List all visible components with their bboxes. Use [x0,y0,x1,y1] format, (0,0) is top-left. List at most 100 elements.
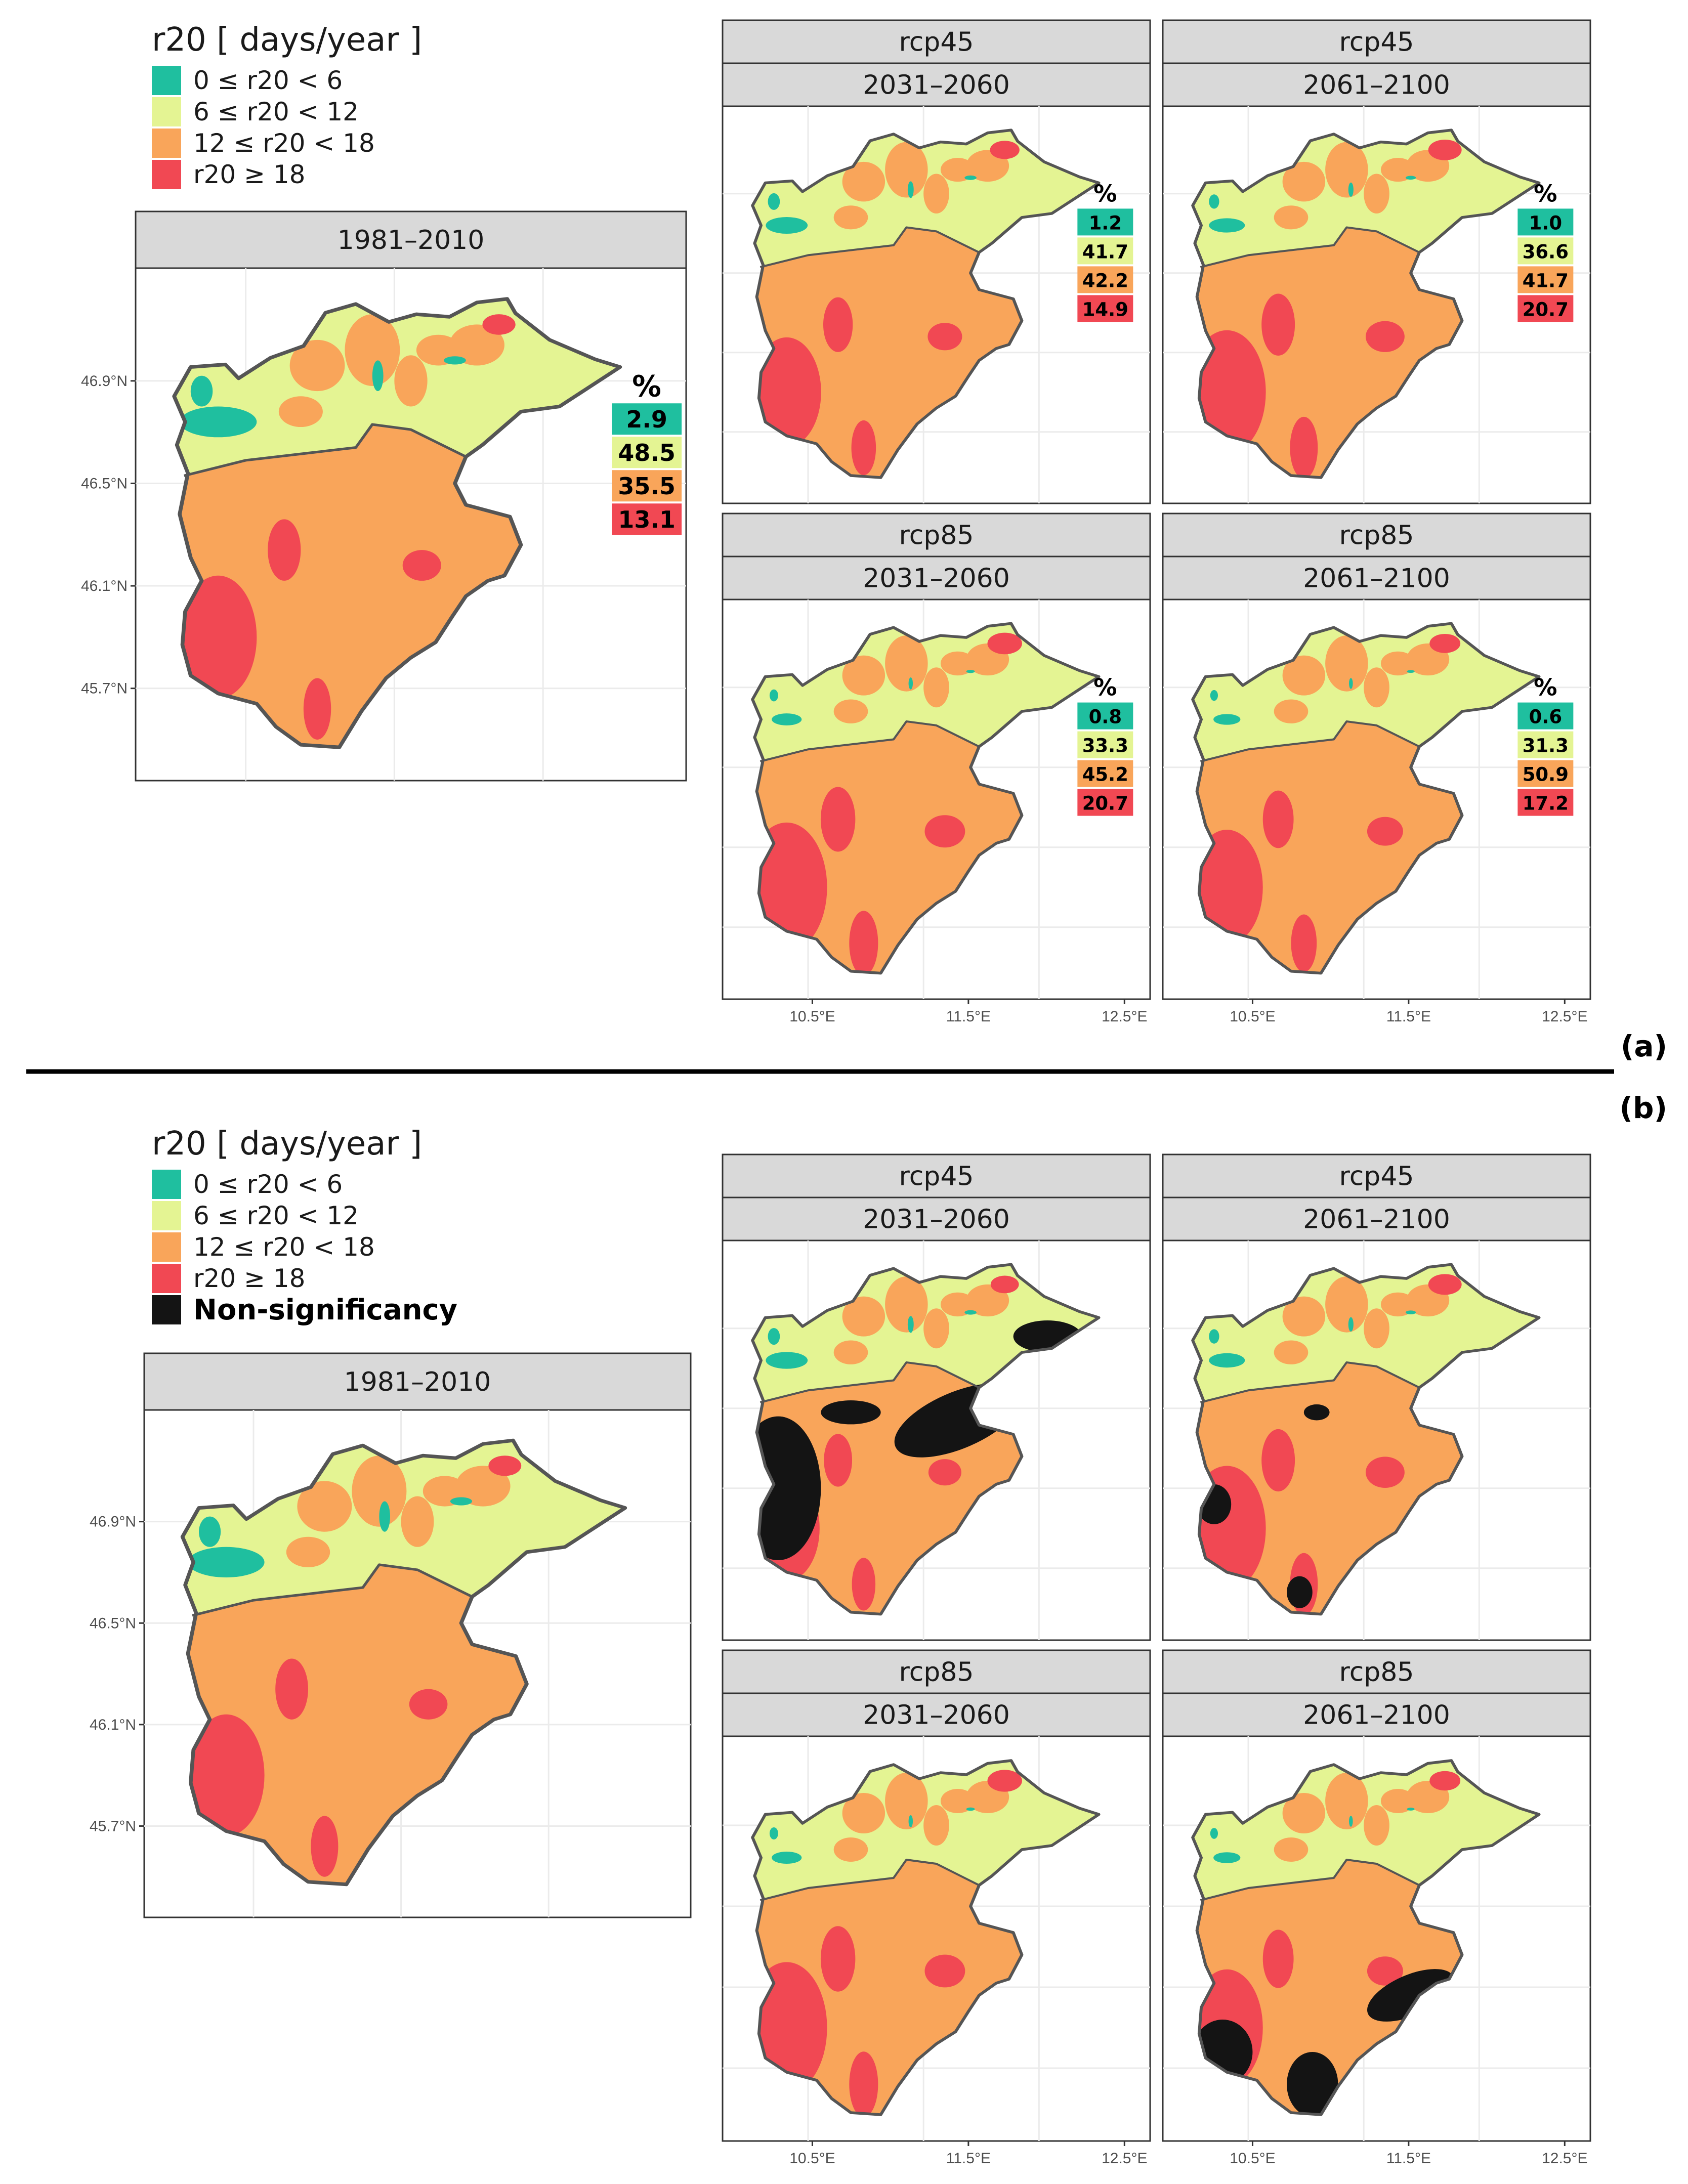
lon-tick-label: 11.5°E [946,2150,991,2167]
north-highland-patches [286,1455,511,1567]
percent-value: 13.1 [618,506,676,533]
class-18-plus-area [180,314,516,740]
class-0-6-area [1210,1808,1415,1863]
percent-swatch [1517,731,1574,758]
lat-tick-label: 45.7°N [81,680,128,697]
scenario-label: rcp45 [1339,27,1414,58]
percent-value: 14.9 [1082,298,1128,320]
panel-b-rcp85-2: rcp85 2031–2060 10.5°E 11.5°E 12.5°E [723,1650,1150,2167]
class-0-6-area [180,356,466,438]
percent-value: 45.2 [1082,764,1128,786]
legend-label: 0 ≤ r20 < 6 [193,66,343,95]
lon-tick-label: 10.5°E [1230,1008,1275,1025]
period-label: 2031–2060 [863,1205,1010,1235]
lat-tick-label: 46.1°N [90,1717,136,1733]
panel-strip [1162,19,1591,64]
class-18-plus-area [752,141,1020,476]
lat-tick-label: 46.9°N [90,1514,136,1530]
period-label: 2061–2100 [1303,564,1450,594]
percent-swatch [1517,760,1574,787]
legend-label: r20 ≥ 18 [193,160,305,189]
legend-a: r20 [ days/year ] 0 ≤ r20 < 66 ≤ r20 < 12… [152,21,422,189]
percent-swatch [1077,295,1133,322]
legend-label: 6 ≤ r20 < 12 [193,1201,359,1230]
period-label: 1981–2010 [344,1367,491,1397]
percent-swatch [612,437,682,468]
lon-tick-label: 11.5°E [946,1008,991,1025]
percent-value: 41.7 [1523,270,1569,291]
legend-swatch [152,97,181,126]
panel-strip [143,1352,692,1411]
period-label: 2061–2100 [1303,1205,1450,1235]
period-label: 2031–2060 [863,70,1010,101]
scenario-label: rcp45 [899,27,974,58]
class-0-6-area [1209,176,1416,233]
legend-swatch [152,1201,181,1230]
panel-strip [722,512,1151,558]
period-label: 1981–2010 [337,225,485,255]
percent-swatch [612,503,682,535]
period-label: 2031–2060 [863,1700,1010,1731]
legend-label: 12 ≤ r20 < 18 [193,129,375,158]
percent-value: 20.7 [1523,298,1569,320]
panel-b-rcp45-0: rcp45 2031–2060 [723,1154,1150,1640]
lon-tick-label: 12.5°E [1102,1008,1147,1025]
legend-label: 12 ≤ r20 < 18 [193,1232,375,1262]
panel-strip [1162,1153,1591,1198]
percent-value: 1.0 [1529,212,1563,234]
percent-swatch [1517,295,1574,322]
scenario-label: rcp85 [1339,1657,1414,1688]
north-highland-patches [278,314,504,427]
percent-swatch [1077,789,1133,816]
legend-swatch-nonsig [152,1295,181,1324]
scenario-label: rcp45 [899,1162,974,1192]
percent-header: % [632,369,661,403]
legend-label: 6 ≤ r20 < 12 [193,97,359,126]
scenario-label: rcp85 [899,1657,974,1688]
lon-tick-label: 12.5°E [1542,1008,1587,1025]
panel-strip [722,19,1151,64]
panel-strip [722,555,1151,601]
percent-value: 48.5 [618,439,676,466]
panel-a-rcp45-0: rcp45 2031–2060% 1.2 41.7 42.2 14.9 [723,20,1150,503]
percent-value: 0.8 [1089,706,1122,728]
percent-table: % 0.6 31.3 50.9 17.2 [1517,674,1574,816]
part-a-label: (a) [1621,1029,1667,1063]
percent-table: % 0.8 33.3 45.2 20.7 [1077,674,1133,816]
panel-strip [1162,1692,1591,1737]
lon-tick-label: 11.5°E [1386,2150,1431,2167]
percent-header: % [1534,180,1557,207]
percent-swatch [1077,266,1133,293]
percent-table: % 2.9 48.5 35.5 13.1 [612,369,682,535]
north-highland-patches [833,142,1009,230]
legend-swatch [152,129,181,158]
panel-a-baseline: 1981–2010 46.9°N 46.5°N 46.1°N 45.7°N% 2.9 48.… [81,211,686,781]
percent-swatch [1077,208,1133,236]
percent-value: 0.6 [1529,706,1563,728]
legend-label: r20 ≥ 18 [193,1264,305,1293]
percent-value: 33.3 [1082,735,1128,757]
percent-value: 42.2 [1082,270,1128,291]
legend-swatch [152,160,181,189]
legend-title: r20 [ days/year ] [152,21,422,59]
lon-tick-label: 12.5°E [1542,2150,1587,2167]
panel-strip [722,1153,1151,1198]
percent-value: 41.7 [1082,241,1128,263]
legend-swatch [152,1232,181,1262]
lat-tick-label: 45.7°N [90,1818,136,1834]
percent-value: 36.6 [1523,241,1569,263]
scenario-label: rcp45 [1339,1162,1414,1192]
non-significant-area [1193,1969,1455,2115]
percent-table: % 1.0 36.6 41.7 20.7 [1517,180,1574,322]
lon-tick-label: 11.5°E [1386,1008,1431,1025]
legend-b: r20 [ days/year ] 0 ≤ r20 < 66 ≤ r20 < 12… [152,1125,457,1326]
panel-strip [722,1692,1151,1737]
panel-a-rcp45-1: rcp45 2061–2100% 1.0 36.6 41.7 20.7 [1163,20,1590,503]
part-b-label: (b) [1619,1091,1667,1125]
class-0-6-area [769,670,975,725]
panel-a-rcp85-2: rcp85 2031–2060 10.5°E 11.5°E 12.5°E% 0.8 33.3… [723,513,1150,1025]
panel-strip [1162,1649,1591,1694]
legend-swatch [152,1170,181,1199]
class-0-6-area [1209,1310,1416,1368]
percent-swatch [1077,237,1133,265]
